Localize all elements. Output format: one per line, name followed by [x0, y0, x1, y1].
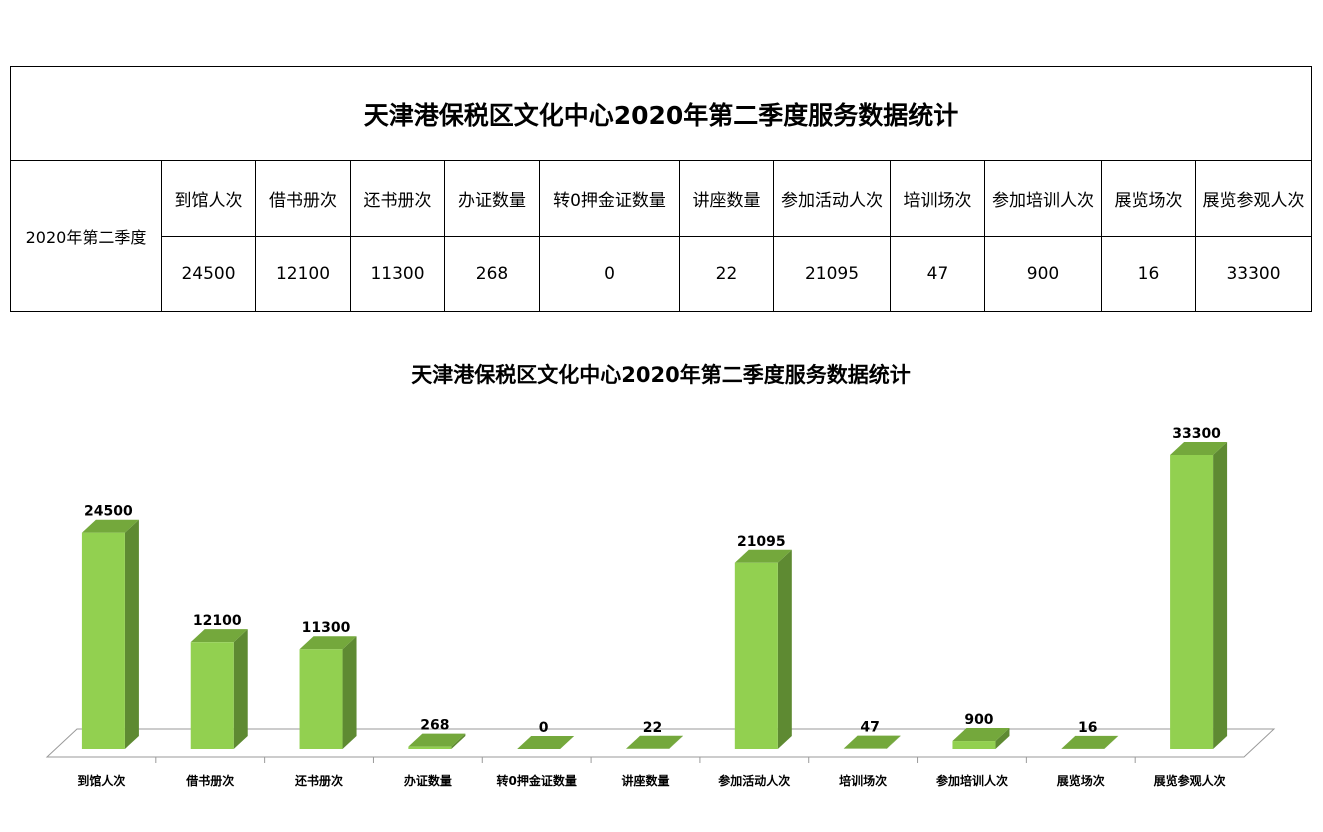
header-cell: 参加培训人次: [984, 160, 1102, 237]
table-title: 天津港保税区文化中心2020年第二季度服务数据统计: [10, 66, 1312, 161]
bar: [1061, 735, 1119, 749]
data-label: 22: [643, 720, 662, 736]
value-cell: 16: [1101, 236, 1196, 312]
value-cell: 0: [539, 236, 680, 312]
header-cell: 还书册次: [350, 160, 445, 237]
bar-side: [124, 519, 139, 749]
bar-top: [1061, 735, 1119, 749]
data-label: 11300: [302, 620, 351, 636]
bar-front: [1170, 455, 1214, 749]
x-tick-label: 培训场次: [839, 773, 887, 788]
header-cell: 转0押金证数量: [539, 160, 680, 237]
bar: [81, 519, 139, 749]
data-table: 天津港保税区文化中心2020年第二季度服务数据统计 2020年第二季度 到馆人次…: [10, 66, 1312, 312]
header-cell: 到馆人次: [161, 160, 256, 237]
bar-side: [1213, 442, 1228, 749]
bar-front: [190, 642, 234, 749]
bar-top: [734, 549, 792, 563]
bar-top: [517, 736, 575, 749]
bar-top: [1170, 442, 1228, 455]
bar: [517, 736, 575, 749]
data-label: 16: [1078, 720, 1097, 736]
value-cell: 24500: [161, 236, 256, 312]
header-cell: 展览场次: [1101, 160, 1196, 237]
value-cell: 21095: [773, 236, 891, 312]
bar-side: [995, 728, 1010, 749]
data-label: 0: [539, 720, 549, 736]
value-cell: 268: [444, 236, 540, 312]
value-cell: 22: [679, 236, 774, 312]
x-tick-label: 展览场次: [1057, 773, 1105, 788]
header-cell: 参加活动人次: [773, 160, 891, 237]
bar: [408, 733, 466, 749]
bar-front: [299, 649, 343, 749]
bar-side: [1104, 735, 1119, 749]
bar-side: [233, 629, 248, 749]
bar-front: [734, 562, 778, 749]
bar-side: [451, 733, 466, 749]
bar: [734, 549, 792, 749]
value-cell: 11300: [350, 236, 445, 312]
bar-chart: 天津港保税区文化中心2020年第二季度服务数据统计 24500 12100 1130…: [45, 363, 1276, 788]
x-tick-label: 讲座数量: [621, 773, 669, 788]
header-cell: 借书册次: [255, 160, 351, 237]
x-tick-label: 参加培训人次: [936, 773, 1008, 788]
bar-top: [843, 735, 901, 749]
header-cell: 讲座数量: [679, 160, 774, 237]
bar-top: [81, 519, 139, 533]
x-tick-label: 到馆人次: [77, 773, 125, 788]
header-cell: 培训场次: [890, 160, 985, 237]
x-tick-label: 办证数量: [404, 773, 452, 788]
value-cell: 47: [890, 236, 985, 312]
value-cell: 900: [984, 236, 1102, 312]
data-label: 24500: [84, 504, 133, 520]
bar-top: [190, 629, 248, 643]
bar-top: [408, 733, 466, 747]
bar: [626, 735, 683, 749]
data-label: 33300: [1172, 426, 1221, 442]
bar-top: [626, 735, 683, 749]
bar: [1170, 442, 1228, 749]
bar-front: [408, 746, 452, 749]
bar-front: [952, 741, 996, 749]
data-label: 21095: [737, 534, 786, 550]
bar-side: [342, 636, 357, 749]
bar: [299, 636, 357, 749]
row-label: 2020年第二季度: [10, 160, 162, 312]
data-label: 268: [420, 718, 449, 734]
value-cell: 12100: [255, 236, 351, 312]
x-tick-label: 展览参观人次: [1154, 773, 1226, 788]
bar-top: [299, 636, 357, 650]
x-tick-label: 转0押金证数量: [497, 773, 577, 788]
bar-side: [886, 735, 901, 749]
header-cell: 展览参观人次: [1195, 160, 1312, 237]
bar-side: [777, 549, 792, 749]
bar-side: [669, 735, 683, 749]
data-label: 900: [964, 712, 993, 728]
data-label: 47: [860, 720, 879, 736]
bar-top: [952, 728, 1010, 742]
x-tick-label: 借书册次: [185, 773, 234, 788]
bar: [843, 735, 901, 749]
bar: [952, 728, 1010, 749]
x-tick-label: 还书册次: [294, 773, 343, 788]
chart-title: 天津港保税区文化中心2020年第二季度服务数据统计: [411, 363, 910, 387]
x-tick-label: 参加活动人次: [718, 773, 790, 788]
bar: [190, 629, 248, 749]
bar-front: [81, 532, 125, 749]
value-cell: 33300: [1195, 236, 1312, 312]
data-label: 12100: [193, 613, 242, 629]
header-cell: 办证数量: [444, 160, 540, 237]
